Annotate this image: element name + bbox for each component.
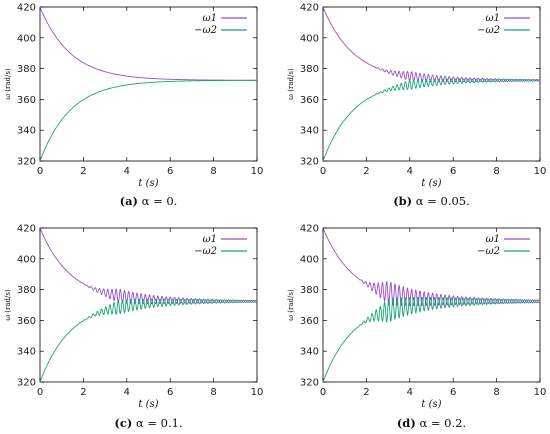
- x-tick-label: 10: [251, 166, 264, 177]
- caption-label: (b): [393, 194, 412, 208]
- y-tick-label: 380: [17, 64, 36, 75]
- legend-label: ω1: [202, 13, 217, 24]
- x-axis-label: t (s): [138, 178, 158, 189]
- panel-caption: (d) α = 0.2.: [397, 416, 466, 430]
- caption-text: α = 0.05.: [416, 194, 470, 208]
- panel-caption: (c) α = 0.1.: [114, 416, 182, 430]
- panel-caption: (a) α = 0.: [120, 194, 178, 208]
- x-tick-label: 4: [407, 387, 413, 398]
- legend-label: −ω2: [194, 246, 217, 257]
- y-tick-label: 360: [300, 316, 319, 327]
- caption-label: (a): [120, 194, 138, 208]
- series-line-neg-omega2: [322, 78, 541, 162]
- x-tick-label: 2: [363, 387, 369, 398]
- x-tick-label: 8: [493, 387, 499, 398]
- y-tick-label: 380: [300, 285, 319, 296]
- y-axis-label: ω (rad/s): [287, 68, 295, 100]
- legend-label: −ω2: [477, 25, 500, 36]
- x-tick-label: 2: [363, 166, 369, 177]
- series-line-neg-omega2: [322, 296, 541, 383]
- y-tick-label: 340: [17, 126, 36, 137]
- chart-panel-3: 0 2 4 6 8 10 320 340 360 380 400 420 t (s) ω (rad/s) ω…: [4, 224, 263, 431]
- y-tick-label: 380: [17, 285, 36, 296]
- series-line-omega1: [39, 227, 258, 305]
- x-tick-label: 0: [320, 387, 326, 398]
- y-tick-label: 400: [300, 254, 319, 265]
- y-tick-label: 400: [17, 254, 36, 265]
- x-tick-label: 10: [251, 387, 264, 398]
- y-tick-label: 320: [17, 157, 36, 168]
- x-tick-label: 4: [124, 166, 130, 177]
- chart-panel-2: 0 2 4 6 8 10 320 340 360 380 400 420 t (s) ω (rad/s) ω…: [287, 3, 546, 209]
- y-tick-label: 340: [17, 347, 36, 358]
- caption-text: α = 0.: [142, 194, 178, 208]
- x-tick-label: 2: [80, 166, 86, 177]
- caption-label: (c): [114, 416, 132, 430]
- y-tick-label: 340: [300, 126, 319, 137]
- panel-caption: (b) α = 0.05.: [393, 194, 470, 208]
- chart-panel-1: 0 2 4 6 8 10 320 340 360 380 400 420 t (s) ω (rad/s) ω…: [4, 3, 263, 209]
- y-tick-label: 360: [17, 95, 36, 106]
- y-tick-label: 320: [300, 157, 319, 168]
- plot-frame: [322, 6, 541, 162]
- plot-frame: [39, 227, 258, 383]
- y-tick-label: 400: [17, 33, 36, 44]
- y-tick-label: 360: [300, 95, 319, 106]
- y-tick-label: 420: [300, 3, 319, 14]
- legend-label: −ω2: [477, 246, 500, 257]
- chart-panel-4: 0 2 4 6 8 10 320 340 360 380 400 420 t (s) ω (rad/s) ω…: [287, 224, 546, 431]
- y-tick-label: 420: [17, 3, 36, 14]
- y-axis-label: ω (rad/s): [4, 289, 12, 321]
- series-line-omega1: [322, 227, 541, 307]
- x-tick-label: 0: [320, 166, 326, 177]
- legend-label: ω1: [485, 13, 500, 24]
- series-line-omega1: [322, 6, 541, 83]
- x-tick-label: 8: [210, 387, 216, 398]
- legend-label: ω1: [202, 234, 217, 245]
- plot-frame: [39, 6, 258, 162]
- caption-text: α = 0.1.: [136, 416, 183, 430]
- x-tick-label: 8: [493, 166, 499, 177]
- y-tick-label: 400: [300, 33, 319, 44]
- x-tick-label: 8: [210, 166, 216, 177]
- x-tick-label: 10: [534, 387, 547, 398]
- x-axis-label: t (s): [421, 178, 441, 189]
- x-tick-label: 2: [80, 387, 86, 398]
- x-axis-label: t (s): [138, 399, 158, 410]
- x-tick-label: 6: [450, 166, 456, 177]
- x-tick-label: 6: [450, 387, 456, 398]
- y-axis-label: ω (rad/s): [287, 289, 295, 321]
- x-tick-label: 6: [167, 387, 173, 398]
- y-tick-label: 380: [300, 64, 319, 75]
- x-tick-label: 0: [37, 166, 43, 177]
- y-tick-label: 360: [17, 316, 36, 327]
- series-line-neg-omega2: [39, 298, 258, 383]
- caption-text: α = 0.2.: [419, 416, 466, 430]
- y-tick-label: 320: [300, 378, 319, 389]
- legend-label: ω1: [485, 234, 500, 245]
- caption-label: (d): [397, 416, 416, 430]
- y-tick-label: 320: [17, 378, 36, 389]
- x-tick-label: 6: [167, 166, 173, 177]
- x-tick-label: 0: [37, 387, 43, 398]
- y-tick-label: 420: [300, 224, 319, 235]
- x-axis-label: t (s): [421, 399, 441, 410]
- x-tick-label: 4: [124, 387, 130, 398]
- plot-frame: [322, 227, 541, 383]
- y-tick-label: 340: [300, 347, 319, 358]
- legend-label: −ω2: [194, 25, 217, 36]
- series-line-neg-omega2: [39, 79, 257, 162]
- x-tick-label: 10: [534, 166, 547, 177]
- y-tick-label: 420: [17, 224, 36, 235]
- x-tick-label: 4: [407, 166, 413, 177]
- y-axis-label: ω (rad/s): [4, 68, 12, 100]
